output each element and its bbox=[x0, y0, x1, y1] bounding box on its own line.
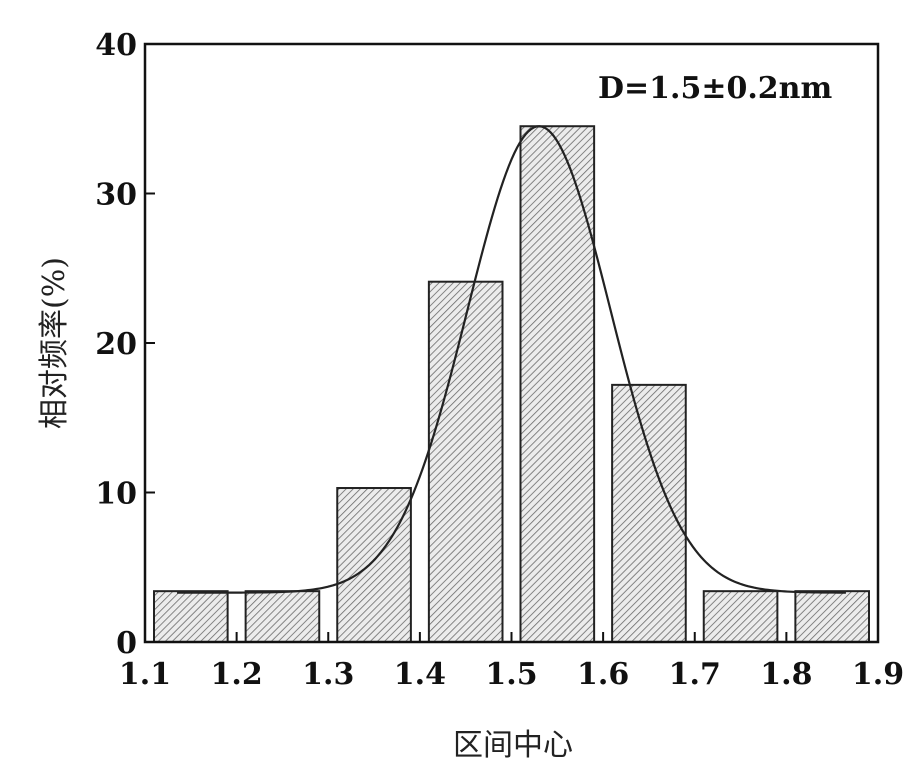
bar-1.35 bbox=[336, 487, 412, 644]
x-tick-label: 1.3 bbox=[302, 657, 354, 692]
x-axis-label: 区间中心 bbox=[453, 728, 573, 763]
bar-1.75 bbox=[702, 590, 779, 643]
gaussian-fit-curve bbox=[177, 125, 846, 594]
x-tick-label: 1.8 bbox=[760, 657, 812, 692]
y-tick-label: 10 bbox=[95, 477, 137, 512]
x-tick-label: 1.5 bbox=[485, 657, 537, 692]
x-tick-label: 1.2 bbox=[211, 657, 263, 692]
bar-1.45 bbox=[427, 280, 504, 643]
y-tick-label: 0 bbox=[116, 626, 137, 661]
x-tick-label: 1.9 bbox=[852, 657, 904, 692]
y-axis-ticks: 0 10 20 30 40 bbox=[95, 28, 155, 661]
bars-group bbox=[153, 125, 870, 644]
x-tick-label: 1.7 bbox=[669, 657, 721, 692]
annotation-text: D=1.5±0.2nm bbox=[598, 71, 832, 106]
y-axis-label: 相对频率(%) bbox=[37, 257, 72, 429]
x-tick-label: 1.1 bbox=[119, 657, 171, 692]
bar-1.85 bbox=[794, 590, 870, 643]
y-tick-label: 20 bbox=[95, 327, 137, 362]
bar-1.55 bbox=[519, 125, 596, 644]
bar-1.15 bbox=[153, 590, 229, 643]
plot-frame bbox=[143, 42, 880, 644]
x-axis-ticks: 1.1 1.2 1.3 1.4 1.5 1.6 1.7 1.8 1.9 bbox=[119, 632, 904, 692]
y-tick-label: 40 bbox=[95, 28, 137, 63]
y-tick-label: 30 bbox=[95, 178, 137, 213]
x-tick-label: 1.4 bbox=[394, 657, 446, 692]
x-tick-label: 1.6 bbox=[577, 657, 629, 692]
bar-1.25 bbox=[244, 590, 321, 643]
